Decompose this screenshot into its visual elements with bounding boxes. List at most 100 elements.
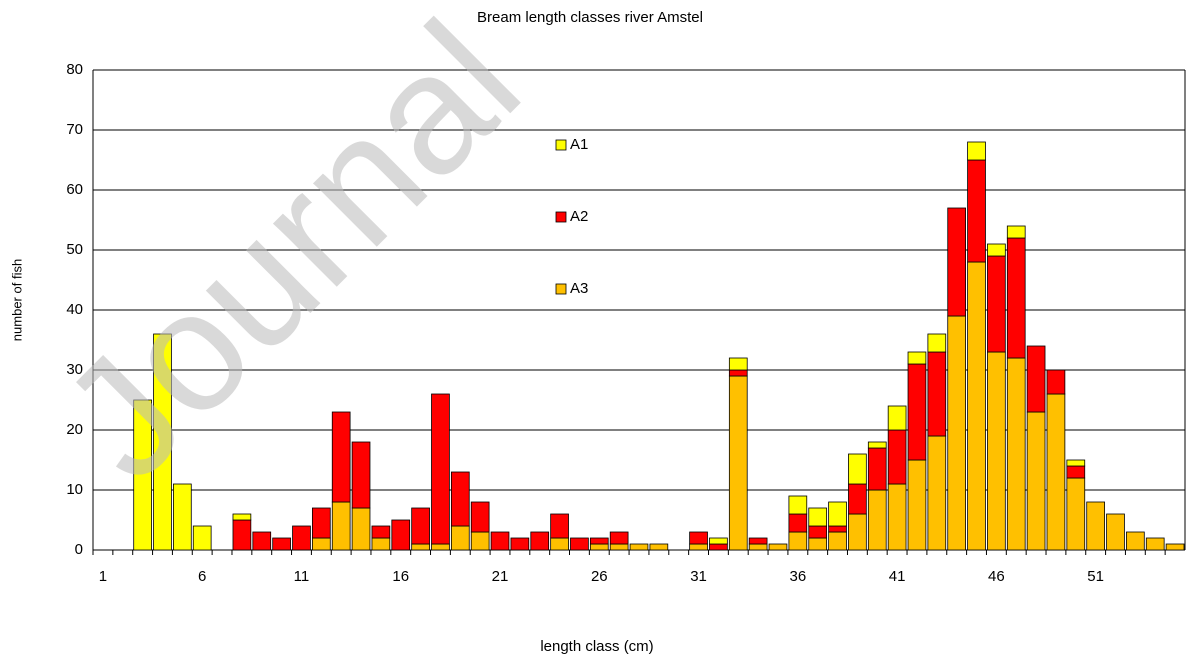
bar-segment [292,525,311,551]
bar-segment [887,429,907,485]
bar-segment [153,333,172,551]
bar-segment [232,519,252,551]
x-tick-label: 51 [1087,568,1104,585]
y-axis-label: number of fish [9,259,24,341]
x-tick-label: 21 [492,568,509,585]
bar-segment [947,207,967,317]
bar-segment [649,543,669,551]
bar-segment [907,363,927,461]
bar-segment [252,531,272,551]
y-tick-label: 80 [66,61,83,78]
bar-segment [1066,477,1086,551]
bar-segment [689,531,708,545]
bar-segment [967,159,986,263]
bar-segment [589,543,609,551]
bar-segment [788,495,808,515]
chart-title: Bream length classes river Amstel [477,9,703,26]
bar-segment [570,537,589,551]
x-tick-label: 1 [99,568,107,585]
y-tick-label: 40 [66,301,83,318]
bar-segment [768,543,788,551]
bar-segment [1046,393,1066,551]
bar-segment [709,537,728,545]
bar-segment [1066,459,1086,467]
bar-segment [629,543,649,551]
bar-segment [1066,465,1086,479]
bar-segment [927,333,947,353]
bar-segment [1106,513,1125,551]
bar-segment [490,531,510,551]
bar-segment [550,513,569,539]
bar-segment [927,435,947,551]
legend-label: A3 [570,280,588,297]
y-tick-label: 20 [66,421,83,438]
bar-segment [728,369,748,377]
bar-segment [311,537,331,551]
legend-key [555,283,567,295]
bar-segment [411,507,430,545]
bar-segment [470,501,490,533]
bar-segment [947,315,967,551]
bar-segment [887,483,907,551]
bar-segment [987,243,1006,257]
bar-segment [431,393,450,545]
bar-segment [391,519,411,551]
bar-segment [808,525,828,539]
bar-segment [967,261,986,551]
bar-segment [1145,537,1165,551]
bar-segment [173,483,192,551]
bar-segment [867,447,887,491]
bar-segment [808,537,828,551]
bar-segment [351,441,371,509]
bar-segment [589,537,609,545]
bar-segment [351,507,371,551]
bar-segment [530,531,550,551]
bar-segment [1006,225,1026,239]
y-tick-label: 10 [66,481,83,498]
x-tick-label: 41 [889,568,906,585]
bar-segment [748,543,768,551]
y-tick-label: 0 [75,541,83,558]
y-tick-label: 30 [66,361,83,378]
x-tick-label: 6 [198,568,206,585]
x-tick-label: 46 [988,568,1005,585]
bar-segment [1006,237,1026,359]
bar-segment [550,537,569,551]
bar-segment [927,351,947,437]
bar-segment [987,255,1006,353]
x-axis-label: length class (cm) [540,638,653,655]
bar-segment [987,351,1006,551]
bar-segment [1165,543,1185,551]
bar-segment [1086,501,1105,551]
bar-segment [1006,357,1026,551]
x-tick-label: 26 [591,568,608,585]
bar-segment [450,525,470,551]
legend-key [555,211,567,223]
bar-segment [848,453,867,485]
bar-segment [331,501,351,551]
bar-segment [470,531,490,551]
bar-segment [788,531,808,551]
bar-segment [788,513,808,533]
watermark: Journal [26,0,555,515]
bar-segment [689,543,708,551]
y-tick-label: 50 [66,241,83,258]
bar-segment [1046,369,1066,395]
bar-segment [1126,531,1145,551]
bar-segment [311,507,331,539]
bar-segment [371,537,391,551]
bar-segment [828,525,847,533]
bar-segment [907,459,927,551]
legend-key [555,139,567,151]
bar-segment [510,537,530,551]
bar-segment [848,483,867,515]
bar-segment [907,351,927,365]
x-tick-label: 11 [294,568,310,585]
legend-label: A2 [570,208,588,225]
bar-segment [371,525,391,539]
bar-segment [232,513,252,521]
legend-label: A1 [570,136,588,153]
bar-segment [748,537,768,545]
